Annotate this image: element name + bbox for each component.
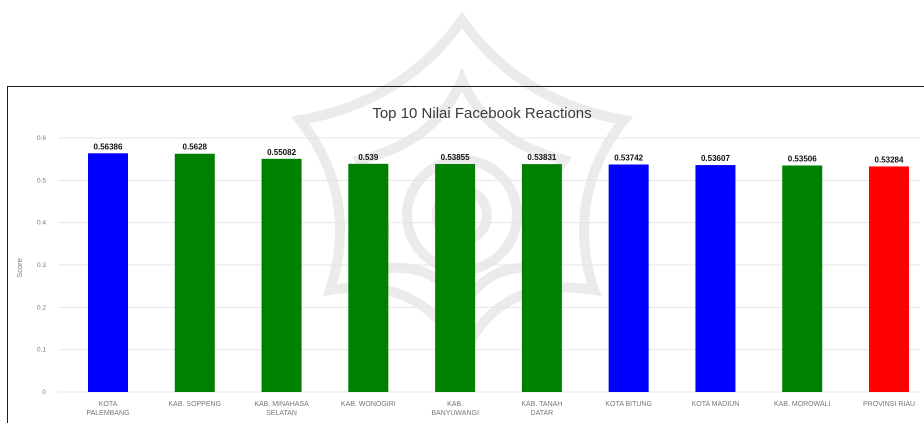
category-label: KAB. MINAHASA SELATAN — [254, 401, 309, 417]
category-label: PROVINSI RIAU — [863, 401, 915, 408]
bar-value-label: 0.53831 — [527, 153, 556, 162]
bar — [88, 153, 128, 392]
category-label: KOTA PALEMBANG — [86, 401, 129, 417]
bar — [348, 163, 389, 392]
y-axis-label: Score — [15, 258, 24, 278]
bar-value-label: 0.53607 — [701, 154, 730, 163]
y-tick-label: 0.6 — [37, 135, 46, 142]
category-label: KAB. TANAH DATAR — [521, 401, 562, 417]
bar-value-label: 0.53742 — [614, 153, 643, 162]
category-label: KAB. WONOGIRI — [341, 401, 396, 408]
chart-title: Top 10 Nilai Facebook Reactions — [372, 105, 591, 122]
bar-value-label: 0.55082 — [267, 148, 296, 157]
category-label: KOTA BITUNG — [605, 401, 652, 408]
category-label: KAB. MOROWALI — [774, 401, 831, 408]
category-label: KOTA MADIUN — [692, 401, 740, 408]
bar-value-label: 0.53284 — [875, 155, 904, 164]
bar — [869, 166, 909, 392]
category-label: KAB. BANYUWANGI — [431, 401, 479, 417]
bar — [521, 164, 562, 392]
y-tick-label: 0.1 — [37, 347, 46, 354]
y-tick-label: 0.3 — [37, 262, 46, 269]
bar-value-label: 0.56386 — [94, 142, 123, 151]
category-labels: KOTA PALEMBANG KAB. SOPPENG KAB. MINAHASA SE… — [86, 401, 915, 417]
chart-frame — [7, 86, 924, 423]
bar — [608, 164, 649, 392]
bars — [88, 153, 909, 392]
bar-value-label: 0.53855 — [441, 153, 470, 162]
y-tick-label: 0.2 — [37, 304, 46, 311]
bar — [261, 158, 302, 392]
y-axis-ticks: 0 0.1 0.2 0.3 0.4 0.5 0.6 — [37, 135, 46, 396]
y-tick-label: 0 — [42, 389, 46, 396]
bar — [695, 165, 736, 392]
bar-value-label: 0.5628 — [183, 143, 208, 152]
bar-value-label: 0.539 — [358, 153, 379, 162]
bar — [782, 165, 823, 392]
bar — [435, 164, 476, 392]
category-label: KAB. SOPPENG — [169, 401, 222, 408]
bar-value-label: 0.53506 — [788, 154, 817, 163]
y-tick-label: 0.4 — [37, 220, 46, 227]
y-tick-label: 0.5 — [37, 177, 46, 184]
value-labels: 0.56386 0.5628 0.55082 0.539 0.53855 0.53831 0… — [94, 142, 904, 164]
bar — [174, 153, 215, 392]
